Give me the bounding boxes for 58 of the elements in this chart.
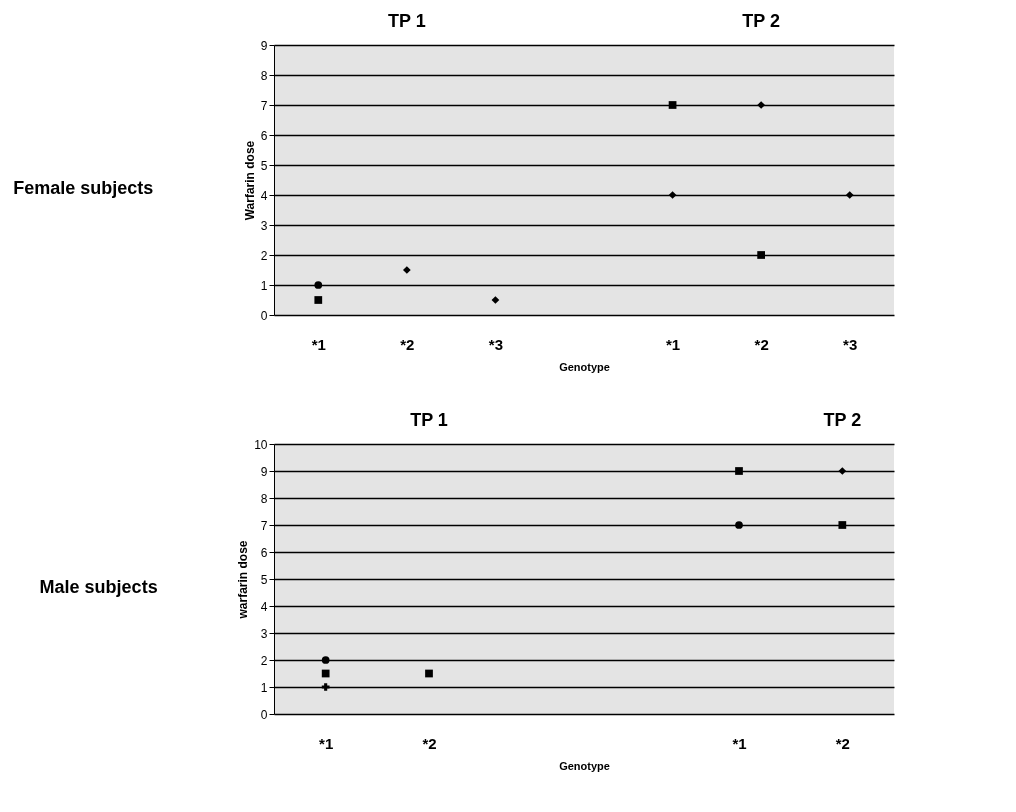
y-tick-label: 9 [260, 464, 268, 479]
text: Male subjects [39, 577, 158, 597]
x-axis-title: Genotype [559, 759, 610, 772]
point [668, 191, 677, 199]
point [321, 669, 330, 678]
y-tick-label: 4 [260, 188, 268, 203]
point [402, 266, 411, 274]
x-tick-label: *1 [311, 335, 326, 353]
point [838, 521, 847, 529]
text: TP 2 [742, 11, 780, 31]
x-tick-label: *1 [665, 335, 681, 353]
point [314, 296, 323, 304]
y-axis-title: Warfarin dose [242, 140, 257, 221]
x-tick-label: *2 [754, 335, 769, 353]
y-tick-label: 10 [254, 437, 268, 452]
point [321, 683, 330, 691]
point [757, 251, 766, 259]
point [735, 521, 743, 529]
y-tick-label: 4 [260, 599, 268, 614]
text: Female subjects [13, 178, 154, 198]
text: TP 2 [823, 410, 862, 430]
y-tick-label: 1 [260, 278, 268, 293]
y-tick-label: 8 [260, 491, 268, 506]
point [491, 296, 500, 304]
x-tick-label: *1 [319, 734, 334, 752]
point [425, 669, 433, 678]
y-tick-label: 1 [260, 680, 268, 695]
point [838, 467, 847, 475]
x-axis-title: Genotype [559, 360, 610, 373]
x-tick-label: *2 [835, 734, 850, 752]
y-tick-label: 7 [260, 518, 268, 533]
y-tick-label: 2 [260, 653, 268, 668]
y-tick-label: 0 [260, 707, 268, 722]
x-tick-label: *2 [422, 734, 437, 752]
point [314, 281, 323, 289]
y-tick-label: 3 [260, 218, 268, 233]
x-tick-label: *3 [488, 335, 504, 353]
y-tick-label: 6 [260, 545, 268, 560]
y-tick-label: 9 [260, 38, 268, 53]
y-tick-label: 0 [260, 308, 268, 323]
y-tick-label: 5 [260, 158, 268, 173]
x-tick-label: *1 [732, 734, 747, 752]
point [321, 656, 330, 664]
x-tick-label: *3 [843, 335, 858, 353]
point [735, 467, 743, 475]
text: TP 1 [410, 410, 448, 430]
x-tick-label: *2 [400, 335, 415, 353]
point [668, 101, 677, 109]
y-tick-label: 8 [260, 68, 268, 83]
y-tick-label: 7 [260, 98, 268, 113]
y-tick-label: 5 [260, 572, 268, 587]
point [845, 191, 854, 199]
point [757, 101, 766, 109]
y-axis-title: warfarin dose [236, 540, 251, 620]
text: TP 1 [388, 11, 426, 31]
y-tick-label: 6 [260, 128, 268, 143]
y-tick-label: 2 [260, 248, 268, 263]
y-tick-label: 3 [260, 626, 268, 641]
